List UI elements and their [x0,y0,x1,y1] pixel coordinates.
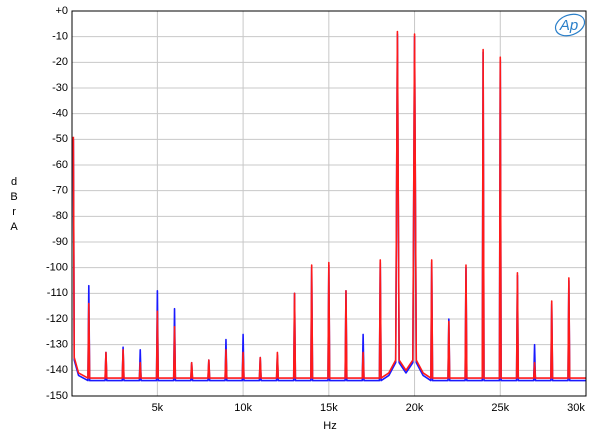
y-tick-label: -60 [52,159,68,171]
y-tick-label: -50 [52,133,68,145]
y-tick-label: -140 [46,364,68,376]
x-tick-label: 25k [491,402,509,414]
y-tick-label: -10 [52,31,68,43]
logo-ring [554,13,586,37]
plot-frame [71,10,587,397]
x-tick-label: 20k [406,402,424,414]
y-tick-label: -150 [46,390,68,402]
y-axis-label: dBrA [8,176,20,236]
y-tick-label: -100 [46,262,68,274]
y-tick-label: -90 [52,236,68,248]
y-tick-label: -80 [52,210,68,222]
spectrum-line [72,30,586,379]
y-tick-label: -40 [52,108,68,120]
y-tick-label: -110 [47,287,68,299]
y-tick-label: -70 [52,185,68,197]
plot-lines [72,30,586,382]
y-tick-label: -30 [52,82,68,94]
logo: Ap [559,17,578,34]
x-tick-label: 15k [320,402,338,414]
x-tick-label: 10k [234,402,252,414]
x-tick-label: 30k [567,402,585,414]
y-tick-label: +0 [55,5,68,17]
y-tick-label: -120 [46,313,68,325]
y-tick-label: -130 [46,339,68,351]
x-tick-label: 5k [152,402,164,414]
y-tick-label: -20 [52,56,68,68]
x-axis-label: Hz [323,420,336,432]
tick-labels: +0 -10 -20 -30 -40 -50 -60 -70 -80 -90 -100 -110 -12… [46,5,585,414]
